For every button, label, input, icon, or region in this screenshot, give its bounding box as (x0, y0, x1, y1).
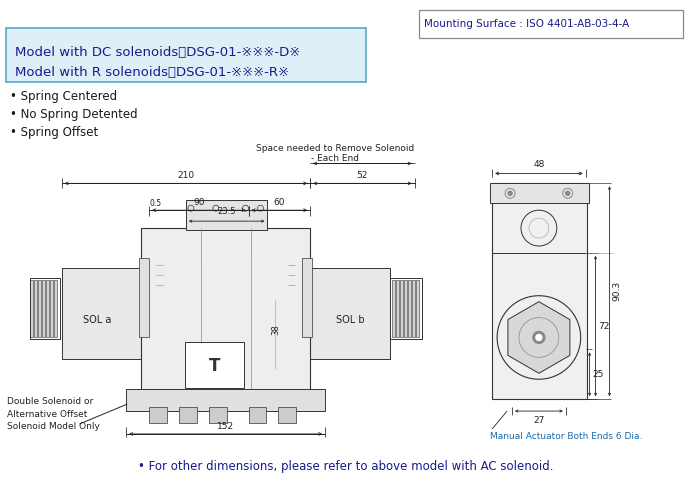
Bar (403, 280, 407, 338)
Bar (54, 280, 57, 338)
Text: Mounting Surface : ISO 4401-AB-03-4-A: Mounting Surface : ISO 4401-AB-03-4-A (424, 19, 629, 29)
Polygon shape (508, 302, 570, 373)
Bar (139, 258, 149, 338)
Circle shape (533, 332, 545, 343)
Bar (179, 407, 197, 423)
Text: Manual Actuator Both Ends 6 Dia.: Manual Actuator Both Ends 6 Dia. (490, 432, 643, 441)
Text: • No Spring Detented: • No Spring Detented (10, 108, 138, 121)
Text: 152: 152 (217, 422, 235, 431)
FancyBboxPatch shape (419, 10, 683, 38)
Text: 25: 25 (592, 370, 604, 379)
Text: 52: 52 (356, 172, 368, 180)
Bar (46, 280, 48, 338)
Text: 38: 38 (271, 324, 280, 335)
Text: 90: 90 (193, 198, 205, 207)
Text: - Each End: - Each End (311, 154, 359, 163)
Bar (412, 280, 415, 338)
Text: • Spring Offset: • Spring Offset (10, 126, 98, 139)
Text: • Spring Centered: • Spring Centered (10, 90, 117, 103)
Text: 210: 210 (177, 172, 194, 180)
Text: 23.5: 23.5 (217, 207, 236, 216)
Circle shape (536, 335, 542, 341)
Bar (305, 268, 390, 359)
Bar (396, 280, 399, 338)
Text: T: T (209, 357, 221, 375)
Bar (34, 280, 37, 338)
Circle shape (566, 191, 570, 196)
Bar (126, 389, 325, 411)
Bar (50, 280, 53, 338)
FancyBboxPatch shape (185, 343, 244, 388)
Bar (209, 407, 227, 423)
FancyBboxPatch shape (6, 28, 366, 82)
Text: Space needed to Remove Solenoid: Space needed to Remove Solenoid (256, 144, 415, 153)
Text: SOL a: SOL a (83, 315, 111, 324)
Bar (30, 278, 60, 340)
Bar (149, 407, 167, 423)
Bar (392, 280, 394, 338)
Circle shape (508, 191, 512, 196)
Bar (416, 280, 419, 338)
Text: 72: 72 (599, 321, 610, 331)
Bar (390, 278, 421, 340)
Bar (141, 228, 310, 394)
Text: SOL b: SOL b (336, 315, 364, 324)
Text: Double Solenoid or
Alternative Offset
Solenoid Model Only: Double Solenoid or Alternative Offset So… (7, 397, 100, 431)
Bar (38, 280, 41, 338)
Bar (492, 183, 587, 399)
Bar (302, 258, 312, 338)
Bar (490, 183, 589, 203)
Bar (278, 407, 296, 423)
Text: 27: 27 (534, 416, 545, 425)
Bar (248, 407, 266, 423)
Text: 48: 48 (534, 160, 545, 170)
Bar (30, 280, 33, 338)
Bar (408, 280, 410, 338)
Text: 90.3: 90.3 (612, 281, 621, 301)
Bar (42, 280, 45, 338)
Text: Model with R solenoids：DSG-01-※※※-R※: Model with R solenoids：DSG-01-※※※-R※ (15, 67, 289, 79)
Bar (400, 280, 403, 338)
Text: 60: 60 (273, 198, 285, 207)
Text: • For other dimensions, please refer to above model with AC solenoid.: • For other dimensions, please refer to … (138, 460, 554, 473)
Bar (62, 268, 146, 359)
Text: 0.5: 0.5 (149, 199, 161, 208)
Bar (186, 200, 267, 230)
Text: Model with DC solenoids：DSG-01-※※※-D※: Model with DC solenoids：DSG-01-※※※-D※ (15, 46, 300, 59)
